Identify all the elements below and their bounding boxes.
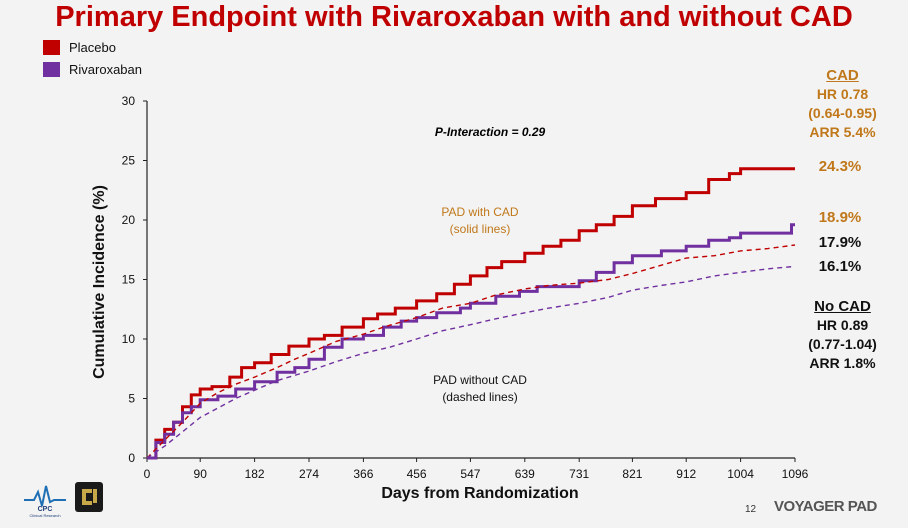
cad-ci: (0.64-0.95) bbox=[808, 105, 877, 121]
page-number: 12 bbox=[745, 504, 757, 515]
endpoint-value-placebo-cad: 24.3% bbox=[818, 158, 862, 175]
nocad-group-line2: (dashed lines) bbox=[442, 390, 518, 404]
x-tick-label: 912 bbox=[676, 467, 696, 481]
x-tick-label: 90 bbox=[194, 467, 208, 481]
cpc-logo: CPC Clinical Research bbox=[24, 485, 66, 518]
nocad-group-annotation: PAD without CAD (dashed lines) bbox=[400, 372, 560, 406]
y-tick-label: 20 bbox=[122, 213, 136, 227]
x-tick-label: 456 bbox=[407, 467, 427, 481]
y-tick-label: 30 bbox=[122, 94, 136, 108]
cpc-logo-subtext: Clinical Research bbox=[29, 513, 60, 518]
chart-title: Primary Endpoint with Rivaroxaban with a… bbox=[55, 1, 853, 33]
brand-logo: VOYAGER PAD bbox=[774, 498, 877, 515]
x-tick-label: 547 bbox=[460, 467, 480, 481]
nocad-hr: HR 0.89 bbox=[816, 317, 869, 333]
legend-label-placebo: Placebo bbox=[69, 40, 116, 55]
x-tick-label: 821 bbox=[622, 467, 642, 481]
y-tick-label: 15 bbox=[122, 273, 136, 287]
y-tick-label: 0 bbox=[128, 451, 135, 465]
x-tick-label: 366 bbox=[353, 467, 373, 481]
x-tick-label: 182 bbox=[245, 467, 265, 481]
cad-arr: ARR 5.4% bbox=[809, 124, 876, 140]
x-axis-label: Days from Randomization bbox=[381, 485, 578, 502]
x-tick-label: 1096 bbox=[782, 467, 809, 481]
y-axis-label: Cumulative Incidence (%) bbox=[91, 185, 108, 379]
nocad-ci: (0.77-1.04) bbox=[808, 336, 877, 352]
university-logo bbox=[75, 482, 103, 512]
nocad-arr: ARR 1.8% bbox=[809, 355, 876, 371]
legend-swatch-rivaroxaban bbox=[43, 62, 60, 77]
cad-group-annotation: PAD with CAD (solid lines) bbox=[410, 204, 550, 238]
endpoint-value-placebo-nocad: 17.9% bbox=[818, 234, 862, 251]
nocad-stats: No CAD HR 0.89 (0.77-1.04) ARR 1.8% bbox=[790, 297, 895, 373]
legend-item-placebo: Placebo bbox=[43, 40, 116, 55]
x-tick-label: 1004 bbox=[727, 467, 754, 481]
y-tick-label: 10 bbox=[122, 332, 136, 346]
cad-hr: HR 0.78 bbox=[816, 86, 869, 102]
p-interaction-label: P-Interaction = 0.29 bbox=[434, 125, 546, 139]
legend-item-rivaroxaban: Rivaroxaban bbox=[43, 62, 142, 77]
cad-group-line2: (solid lines) bbox=[449, 222, 511, 236]
series-line-rivaroxaban-without-cad bbox=[146, 265, 796, 459]
endpoint-value-riva-cad: 18.9% bbox=[818, 209, 862, 226]
legend-swatch-placebo bbox=[43, 40, 60, 55]
x-tick-label: 274 bbox=[299, 467, 319, 481]
cad-group-line1: PAD with CAD bbox=[441, 205, 519, 219]
nocad-stats-title: No CAD bbox=[814, 298, 871, 315]
x-tick-label: 639 bbox=[515, 467, 535, 481]
cad-stats: CAD HR 0.78 (0.64-0.95) ARR 5.4% bbox=[790, 66, 895, 142]
x-tick-label: 731 bbox=[569, 467, 589, 481]
series-line-rivaroxaban-with-cad bbox=[147, 223, 795, 460]
cpc-logo-text: CPC bbox=[38, 506, 53, 513]
nocad-group-line1: PAD without CAD bbox=[433, 373, 527, 387]
legend-label-rivaroxaban: Rivaroxaban bbox=[69, 62, 142, 77]
endpoint-value-riva-nocad: 16.1% bbox=[818, 258, 862, 275]
x-tick-label: 0 bbox=[144, 467, 151, 481]
y-tick-label: 25 bbox=[122, 154, 136, 168]
y-tick-label: 5 bbox=[128, 392, 135, 406]
series-line-placebo-with-cad bbox=[147, 167, 795, 460]
cad-stats-title: CAD bbox=[826, 67, 859, 84]
